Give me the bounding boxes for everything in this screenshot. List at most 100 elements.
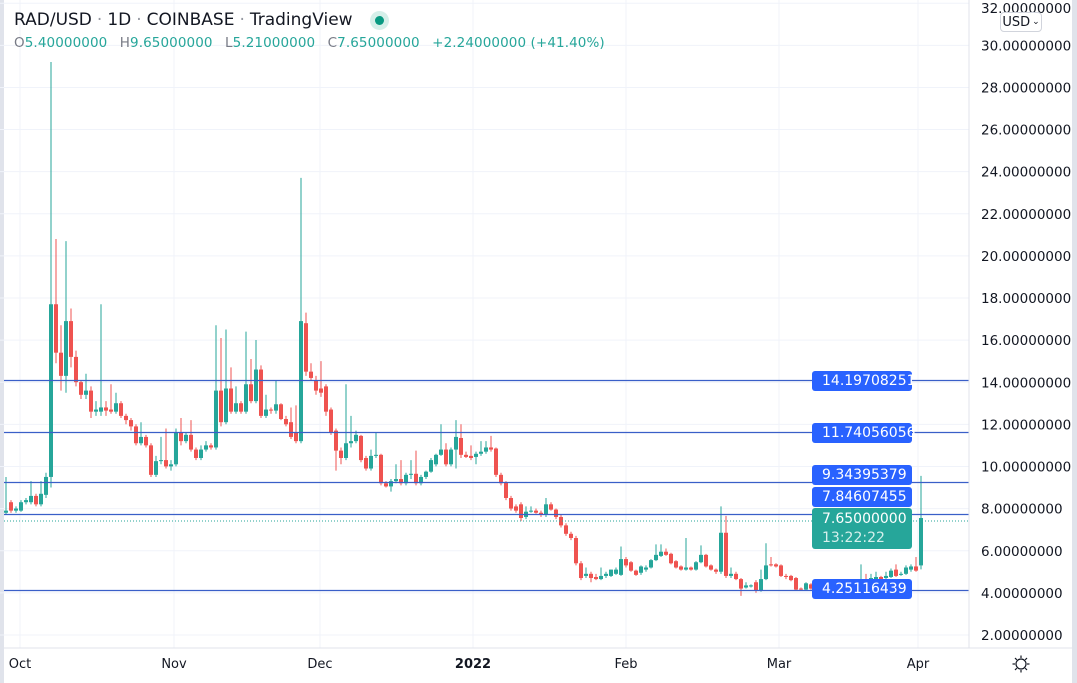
candle-up: [429, 457, 433, 473]
candle-body: [744, 585, 748, 588]
horizontal-lines[interactable]: [4, 379, 969, 592]
candle-body: [509, 498, 513, 509]
candle-down: [469, 445, 473, 461]
hline-label-1[interactable]: 14.19708251: [812, 371, 916, 391]
candle-body: [714, 569, 718, 572]
candle-up: [94, 401, 98, 416]
candle-body: [684, 567, 688, 570]
candle-body: [94, 409, 98, 412]
gear-icon[interactable]: [1011, 654, 1031, 674]
candle-body: [479, 451, 483, 454]
candle-down: [229, 367, 233, 414]
candle-body: [789, 575, 793, 581]
candle-body: [99, 407, 103, 412]
candle-body: [194, 449, 198, 458]
candle-down: [914, 556, 918, 572]
candle-down: [779, 564, 783, 577]
candle-body: [694, 562, 698, 570]
candle-down: [709, 564, 713, 571]
candle-body: [534, 510, 538, 513]
candle-body: [794, 578, 798, 590]
candle-body: [274, 404, 278, 411]
price-tick-label: 16.00000000: [981, 333, 1071, 349]
candle-body: [429, 460, 433, 472]
candle-body: [484, 447, 488, 452]
price-tick-label: 22.00000000: [981, 207, 1071, 223]
candle-down: [554, 508, 558, 520]
candle-body: [114, 403, 118, 412]
time-tick-label: 2022: [455, 657, 491, 672]
price-tick-label: 4.00000000: [981, 586, 1063, 602]
candle-body: [404, 474, 408, 484]
candle-down: [104, 401, 108, 416]
candle-body: [519, 504, 523, 519]
candle-body: [59, 352, 63, 376]
candle-body: [764, 565, 768, 580]
candle-body: [619, 559, 623, 575]
price-tick-label: 8.00000000: [981, 502, 1063, 518]
candle-body: [719, 532, 723, 572]
candle-body: [434, 454, 438, 465]
candle-body: [299, 321, 303, 442]
candle-down: [444, 443, 448, 467]
candle-up: [374, 432, 378, 458]
candle-up: [99, 304, 103, 416]
candle-up: [214, 325, 218, 450]
candle-body: [204, 445, 208, 450]
candle-up: [619, 546, 623, 576]
candle-down: [459, 424, 463, 458]
candle-down: [624, 556, 628, 568]
market-status-icon[interactable]: [374, 15, 384, 25]
candle-up: [639, 565, 643, 575]
title-row: RAD/USD · 1D · COINBASE · TradingView: [14, 9, 613, 31]
candle-body: [569, 533, 573, 539]
candle-down: [89, 386, 93, 418]
current-price: 7.65000000: [822, 511, 907, 527]
candle-up: [654, 544, 658, 562]
price-tick-label: 12.00000000: [981, 417, 1071, 433]
symbol[interactable]: RAD/USD: [14, 10, 92, 30]
candle-up: [439, 424, 443, 456]
hline-label-3[interactable]: 9.34395379: [812, 465, 912, 485]
interval[interactable]: 1D: [107, 10, 132, 30]
candle-body: [104, 407, 108, 411]
candle-body: [574, 538, 578, 564]
candle-body: [229, 388, 233, 412]
currency-button[interactable]: USD ⌄: [1000, 12, 1042, 32]
candle-body: [444, 449, 448, 465]
candle-body: [494, 448, 498, 475]
candle-down: [359, 434, 363, 463]
candle-up: [29, 481, 33, 505]
candle-down: [574, 535, 578, 566]
candle-up: [4, 476, 8, 515]
chevron-down-icon: ⌄: [1032, 17, 1040, 27]
hline-label-5[interactable]: 4.25116439: [812, 579, 912, 599]
candle-down: [69, 308, 73, 368]
candle-body: [399, 479, 403, 484]
candle-body: [144, 436, 148, 446]
price-axis[interactable]: 32.0000000030.0000000028.0000000026.0000…: [981, 1, 1071, 644]
time-axis[interactable]: Oct Nov Dec 2022 Feb Mar Apr: [9, 657, 930, 672]
candle-body: [39, 493, 43, 505]
candle-body: [564, 525, 568, 534]
candle-up: [254, 340, 258, 404]
candle-body: [449, 449, 453, 465]
candle-body: [24, 500, 28, 503]
candle-down: [309, 363, 313, 381]
candle-down: [504, 481, 508, 501]
candle-up: [544, 498, 548, 517]
candle-body: [334, 430, 338, 451]
candle-body: [124, 415, 128, 421]
candle-body: [759, 579, 763, 591]
hline-label-2[interactable]: 11.74056056: [812, 423, 916, 443]
open-label: O: [14, 35, 25, 51]
candle-down: [324, 384, 328, 416]
candle-down: [774, 563, 778, 568]
hline-label-4[interactable]: 7.84607455: [812, 487, 912, 507]
candle-down: [209, 443, 213, 450]
candle-body: [249, 384, 253, 402]
candle-up: [264, 394, 268, 418]
candle-down: [269, 407, 273, 414]
